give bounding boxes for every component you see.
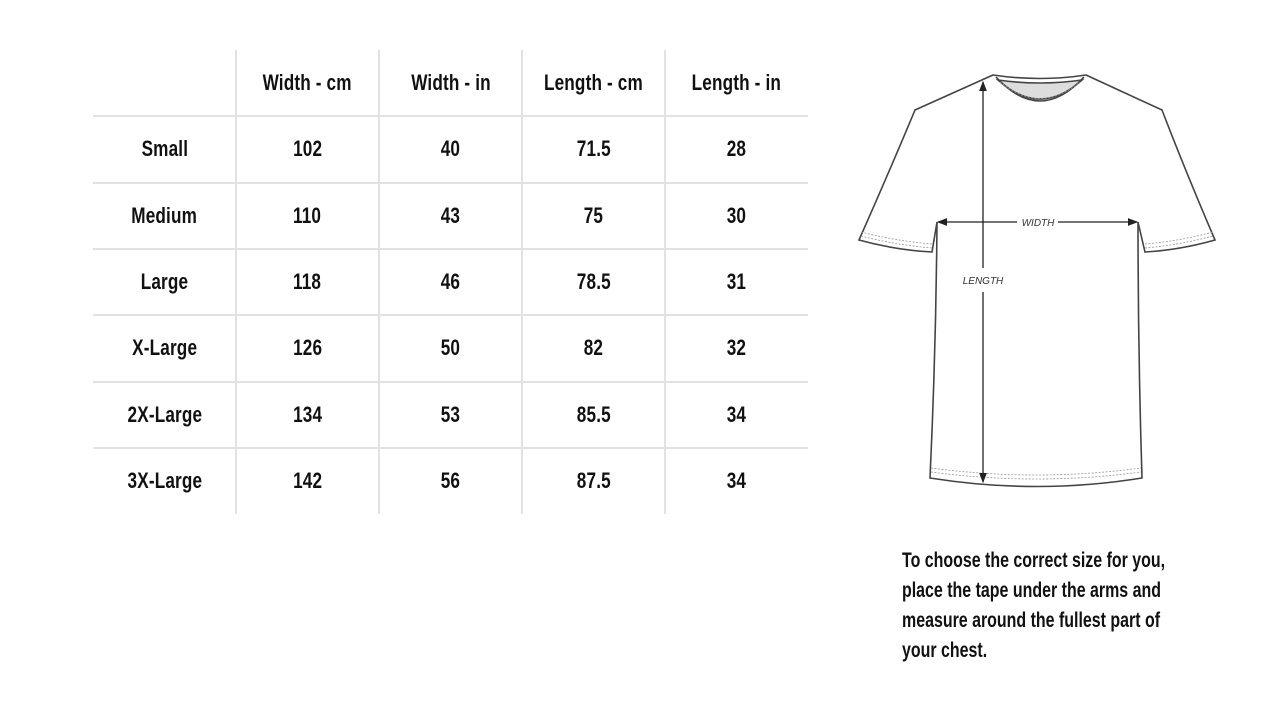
table-cell-text: 53 bbox=[440, 401, 461, 427]
size-label: Large bbox=[93, 249, 236, 315]
table-cell-text: 75 bbox=[583, 202, 604, 228]
table-cell-text: 34 bbox=[726, 467, 747, 493]
caption-line: place the tape under the arms and bbox=[902, 579, 1161, 602]
table-cell: 28 bbox=[665, 116, 808, 182]
table-cell-text: 142 bbox=[292, 467, 323, 493]
column-header: Length - in bbox=[665, 50, 808, 116]
table-cell-text: 40 bbox=[440, 136, 461, 162]
length-label: LENGTH bbox=[963, 276, 1004, 287]
row-divider bbox=[93, 247, 808, 250]
table-cell-text: 34 bbox=[726, 401, 747, 427]
table-cell: 50 bbox=[379, 315, 522, 381]
size-chart-table: Width - cm Width - in Length - cm Length - … bbox=[93, 50, 808, 514]
table-cell-text: 50 bbox=[440, 335, 461, 361]
size-label-text: X-Large bbox=[132, 335, 197, 361]
size-label-text: 2X-Large bbox=[127, 401, 202, 427]
table-cell: 85.5 bbox=[522, 382, 665, 448]
column-header: Length - cm bbox=[522, 50, 665, 116]
table-cell-text: 71.5 bbox=[576, 136, 611, 162]
table-cell-text: 31 bbox=[726, 268, 747, 294]
table-cell: 40 bbox=[379, 116, 522, 182]
table-cell-text: 110 bbox=[293, 202, 322, 228]
table-cell: 34 bbox=[665, 382, 808, 448]
table-cell-text: 126 bbox=[292, 335, 323, 361]
column-header-text: Length - cm bbox=[544, 70, 643, 95]
table-cell: 30 bbox=[665, 183, 808, 249]
size-label: X-Large bbox=[93, 315, 236, 381]
table-cell: 102 bbox=[236, 116, 379, 182]
table-cell: 110 bbox=[236, 183, 379, 249]
size-label: 2X-Large bbox=[93, 382, 236, 448]
table-cell-text: 46 bbox=[440, 268, 461, 294]
table-cell: 32 bbox=[665, 315, 808, 381]
table-cell: 53 bbox=[379, 382, 522, 448]
column-header-text: Width - cm bbox=[262, 70, 353, 95]
table-cell: 118 bbox=[236, 249, 379, 315]
table-cell-text: 102 bbox=[292, 136, 323, 162]
column-divider bbox=[664, 50, 666, 514]
row-divider bbox=[93, 380, 808, 383]
sizing-instructions: To choose the correct size for you, plac… bbox=[902, 546, 1202, 666]
size-label-text: 3X-Large bbox=[127, 467, 202, 493]
size-label: Medium bbox=[93, 183, 236, 249]
row-divider bbox=[93, 115, 808, 118]
size-label-text: Medium bbox=[131, 202, 198, 228]
stitching bbox=[860, 81, 1214, 480]
table-cell: 142 bbox=[236, 448, 379, 514]
table-cell-text: 78.5 bbox=[576, 268, 611, 294]
table-cell-text: 87.5 bbox=[576, 467, 611, 493]
column-header: Width - cm bbox=[236, 50, 379, 116]
column-header: Width - in bbox=[379, 50, 522, 116]
column-divider bbox=[235, 50, 237, 514]
table-cell-text: 56 bbox=[440, 467, 461, 493]
table-cell: 75 bbox=[522, 183, 665, 249]
table-cell: 78.5 bbox=[522, 249, 665, 315]
column-divider bbox=[378, 50, 380, 514]
table-cell-text: 30 bbox=[726, 202, 747, 228]
size-label: 3X-Large bbox=[93, 448, 236, 514]
table-cell: 134 bbox=[236, 382, 379, 448]
size-label: Small bbox=[93, 116, 236, 182]
size-label-text: Large bbox=[140, 268, 189, 294]
table-cell-text: 85.5 bbox=[576, 401, 611, 427]
table-cell-text: 134 bbox=[292, 401, 323, 427]
caption-line: your chest. bbox=[902, 639, 988, 662]
table-cell: 34 bbox=[665, 448, 808, 514]
column-header-text: Length - in bbox=[691, 70, 782, 95]
table-cell: 43 bbox=[379, 183, 522, 249]
table-cell: 31 bbox=[665, 249, 808, 315]
size-label-text: Small bbox=[141, 136, 188, 162]
row-divider bbox=[93, 181, 808, 184]
table-cell: 126 bbox=[236, 315, 379, 381]
tshirt-outline bbox=[857, 74, 1217, 488]
row-divider bbox=[93, 446, 808, 449]
table-cell: 46 bbox=[379, 249, 522, 315]
table-cell-text: 82 bbox=[583, 335, 604, 361]
column-header-text: Width - in bbox=[410, 70, 491, 95]
table-cell: 87.5 bbox=[522, 448, 665, 514]
caption-line: measure around the fullest part of bbox=[902, 609, 1161, 632]
table-cell-text: 118 bbox=[293, 268, 322, 294]
table-cell-text: 32 bbox=[726, 335, 747, 361]
width-label: WIDTH bbox=[1022, 218, 1056, 229]
table-cell: 56 bbox=[379, 448, 522, 514]
table-cell-text: 43 bbox=[440, 202, 461, 228]
row-divider bbox=[93, 314, 808, 317]
column-divider bbox=[521, 50, 523, 514]
table-cell-text: 28 bbox=[726, 136, 747, 162]
table-cell: 71.5 bbox=[522, 116, 665, 182]
caption-line: To choose the correct size for you, bbox=[902, 549, 1166, 572]
table-cell: 82 bbox=[522, 315, 665, 381]
